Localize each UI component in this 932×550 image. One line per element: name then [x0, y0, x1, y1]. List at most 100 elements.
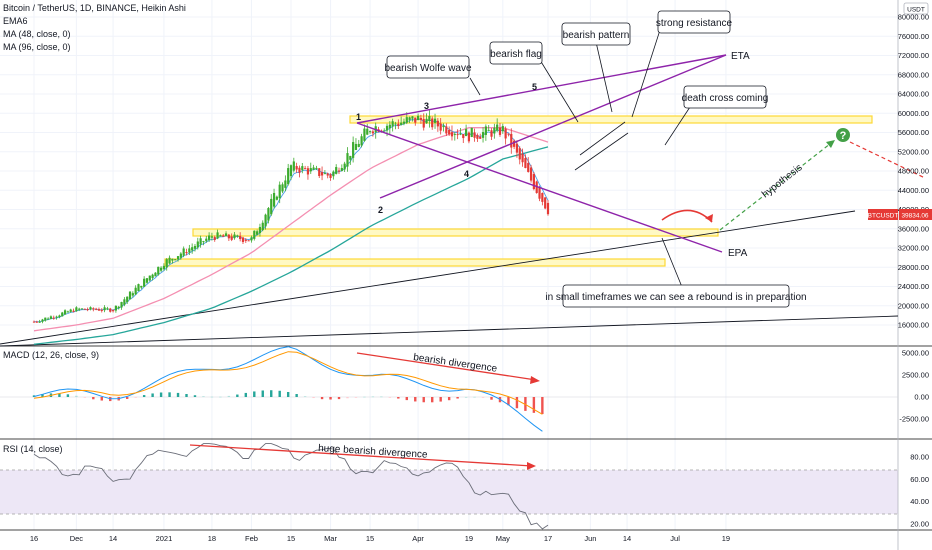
- candle-up: [182, 248, 185, 256]
- candle-up: [346, 153, 349, 167]
- candle-up: [253, 230, 256, 239]
- candle-down: [213, 237, 216, 240]
- currency-badge-box[interactable]: [903, 2, 929, 15]
- candle-up: [258, 226, 262, 234]
- rsi-divergence-label: huge bearish divergence: [318, 443, 428, 461]
- candle-up: [332, 171, 335, 177]
- macd-divergence-label: bearish divergence: [413, 352, 499, 375]
- candle-down: [490, 130, 493, 137]
- candle-down: [295, 166, 298, 170]
- candle-up: [174, 259, 177, 261]
- candle-up: [126, 296, 129, 303]
- macd-histogram-bar: [83, 397, 87, 398]
- candle-up: [272, 192, 276, 207]
- macd-histogram-bar: [414, 397, 417, 402]
- rsi-divergence-arrow-head: [527, 462, 536, 470]
- rebound-arrow-head: [705, 214, 713, 222]
- candle-down: [304, 168, 307, 170]
- ma-line-96: [33, 146, 549, 345]
- macd-histogram-bar: [439, 397, 442, 402]
- candle-up: [459, 133, 462, 135]
- macd-histogram-bar: [312, 397, 315, 399]
- candle-down: [83, 308, 86, 310]
- macd-legend[interactable]: MACD (12, 26, close, 9): [3, 350, 100, 360]
- macd-histogram-bar: [125, 397, 129, 399]
- time-axis: 16 Dec 14 2021 18 Feb 15 Mar 15 Apr 19 May 17 Jun 14 Ju…: [30, 534, 730, 543]
- candle-down: [541, 192, 544, 202]
- macd-axis: 5000.00 2500.00 0.00 -2500.00: [899, 349, 929, 424]
- rsi-axis-label: 40.00: [910, 497, 929, 506]
- candle-up: [261, 222, 264, 231]
- candle-up: [47, 318, 50, 320]
- indicator-ema6[interactable]: EMA6: [3, 16, 28, 26]
- macd-histogram-bar: [134, 397, 137, 398]
- candle-down: [247, 240, 250, 242]
- price-axis-label: 16000.00: [898, 321, 929, 330]
- candle-down: [448, 129, 451, 135]
- macd-signal-line: [33, 351, 543, 415]
- time-axis-label: Jul: [670, 534, 680, 543]
- candle-up: [137, 284, 140, 292]
- rsi-axis-label: 60.00: [910, 475, 929, 484]
- rsi-line: [33, 443, 549, 530]
- candle-up: [256, 231, 259, 235]
- candle-up: [171, 258, 174, 261]
- macd-histogram-bar: [58, 393, 61, 397]
- macd-histogram-bar: [524, 397, 527, 411]
- wolfe-line-2-4: [379, 54, 727, 199]
- candle-up: [354, 143, 358, 150]
- question-icon: [836, 128, 850, 142]
- candle-down: [498, 127, 502, 135]
- candle-down: [419, 117, 423, 120]
- candle-up: [405, 117, 408, 123]
- macd-histogram-bar: [270, 390, 273, 397]
- currency-badge[interactable]: USDT: [907, 7, 925, 14]
- candle-up: [157, 266, 160, 275]
- candle-down: [422, 118, 425, 128]
- candle-up: [335, 167, 338, 174]
- time-axis-label: Mar: [324, 534, 337, 543]
- candle-down: [241, 237, 245, 243]
- question-mark: ?: [840, 130, 847, 142]
- candle-up: [433, 118, 437, 123]
- macd-axis-label: 2500.00: [902, 371, 929, 380]
- svg-text:bearish Wolfe wave: bearish Wolfe wave: [384, 63, 472, 74]
- svg-text:death cross coming: death cross coming: [682, 93, 769, 104]
- long-trendline-upper: [0, 210, 856, 345]
- candle-up: [388, 124, 391, 129]
- candle-down: [521, 153, 524, 163]
- wolfe-line-1-3-5: [356, 54, 727, 124]
- macd-line: [33, 346, 543, 432]
- callout-resistance: strong resistance: [656, 10, 733, 34]
- rsi-legend[interactable]: RSI (14, close): [3, 444, 63, 454]
- macd-divergence-arrow: [356, 352, 537, 381]
- candle-up: [383, 130, 386, 132]
- rebound-arrow: [661, 209, 713, 223]
- time-axis-label: 2021: [156, 534, 173, 543]
- indicator-ma48[interactable]: MA (48, close, 0): [3, 29, 71, 39]
- candle-up: [176, 256, 180, 260]
- macd-histogram-bar: [185, 393, 188, 397]
- candle-down: [524, 158, 527, 169]
- candle-up: [179, 253, 182, 258]
- indicator-ma96[interactable]: MA (96, close, 0): [3, 42, 71, 52]
- macd-histogram-bar: [354, 397, 358, 398]
- candle-up: [196, 241, 199, 248]
- candle-down: [529, 167, 533, 181]
- candle-down: [538, 187, 541, 199]
- candle-up: [58, 315, 61, 318]
- rsi-band: [0, 470, 898, 514]
- macd-lines: [33, 346, 543, 432]
- candle-up: [131, 293, 134, 296]
- candle-down: [230, 236, 233, 240]
- candle-up: [191, 247, 194, 251]
- pointer-resistance: [631, 29, 661, 118]
- macd-histogram-bar: [168, 392, 171, 397]
- candle-up: [487, 129, 490, 131]
- time-axis-label: 19: [465, 534, 473, 543]
- candle-up: [428, 116, 431, 122]
- callout-flag: bearish flag: [489, 41, 543, 65]
- candle-up: [292, 161, 295, 171]
- time-axis-label: Feb: [245, 534, 258, 543]
- macd-histogram-bar: [541, 397, 544, 415]
